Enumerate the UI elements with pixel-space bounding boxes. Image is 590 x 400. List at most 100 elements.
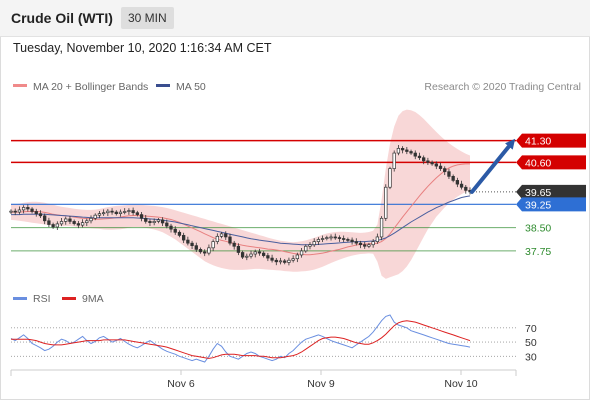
projection-arrow (470, 138, 516, 194)
candle-body (312, 241, 316, 246)
candle-body (392, 152, 396, 169)
x-ticks: Nov 6 Nov 9 Nov 10 (167, 370, 478, 390)
candle-body (198, 249, 203, 253)
candle-body (455, 180, 460, 185)
candle-body (253, 251, 257, 255)
candle-body (26, 207, 30, 210)
candle-body (304, 245, 308, 252)
resistance-level-tag (516, 133, 586, 148)
candle-body (182, 235, 186, 241)
candle-body (333, 236, 337, 239)
candle-body (451, 176, 455, 181)
candles (9, 145, 472, 266)
candle-body (228, 236, 232, 244)
candle-body (434, 163, 438, 167)
ma20-line (11, 163, 470, 256)
candle-body (270, 257, 274, 261)
candle-body (464, 186, 468, 191)
candle-body (13, 210, 17, 213)
ma50-legend-label: MA 50 (176, 81, 206, 93)
candle-body (106, 210, 110, 214)
pivot-level-tag (516, 197, 586, 212)
candle-body (165, 222, 169, 227)
candle-body (148, 221, 152, 224)
candle-body (127, 210, 131, 212)
candle-body (17, 209, 22, 213)
candle-body (266, 255, 270, 259)
current-level-label: 39.65 (525, 187, 551, 199)
candle-body (316, 239, 321, 242)
candle-body (447, 171, 451, 177)
instrument-title: Crude Oil (WTI) (11, 10, 113, 26)
resistance-level-tag (516, 155, 586, 170)
candle-body (257, 251, 262, 254)
candle-body (283, 260, 287, 263)
research-credit: Research © 2020 Trading Central (424, 81, 581, 93)
resistance-level-label: 40.60 (525, 157, 551, 169)
x-tick-label: Nov 6 (167, 378, 195, 390)
candle-body (379, 217, 384, 238)
candle-body (93, 214, 97, 219)
candle-body (64, 218, 68, 222)
ma20-legend-swatch (13, 84, 27, 87)
candle-body (80, 222, 85, 226)
candle-body (110, 210, 114, 213)
candle-body (186, 239, 190, 244)
candle-body (51, 224, 55, 228)
candle-body (278, 260, 283, 263)
candle-body (459, 183, 464, 188)
bollinger-band (11, 109, 470, 279)
candle-body (430, 162, 434, 165)
candle-body (295, 254, 299, 260)
candle-body (375, 236, 380, 242)
rsi-legend-label: RSI (33, 293, 51, 305)
candle-body (152, 221, 156, 224)
candle-body (169, 225, 173, 230)
candle-body (325, 237, 329, 239)
chart-header: Crude Oil (WTI) 30 MIN (0, 0, 590, 37)
candle-body (72, 221, 76, 224)
candle-body (299, 250, 304, 256)
candle-body (350, 239, 354, 242)
candle-body (211, 241, 215, 249)
candle-body (43, 215, 47, 222)
timeframe-badge[interactable]: 30 MIN (121, 7, 174, 29)
candle-body (274, 259, 278, 263)
candle-body (245, 255, 249, 258)
candle-body (114, 211, 118, 214)
resistance-level-label: 41.30 (525, 136, 551, 148)
candle-body (30, 208, 34, 212)
candle-body (135, 212, 139, 215)
rsi-tick-label: 30 (525, 351, 537, 363)
candle-body (417, 155, 422, 159)
candle-body (118, 211, 123, 214)
candle-body (194, 245, 198, 250)
candle-body (139, 214, 144, 219)
rsi-ma-legend-label: 9MA (82, 293, 104, 305)
candle-body (367, 244, 371, 247)
candle-body (308, 244, 312, 247)
pivot-level-label: 39.25 (525, 199, 551, 211)
candle-body (337, 237, 342, 239)
candle-body (405, 149, 409, 152)
candle-body (97, 213, 102, 216)
candle-body (422, 157, 426, 162)
candle-body (47, 220, 51, 225)
candle-body (329, 236, 333, 239)
ma50-line (11, 195, 471, 246)
candle-body (89, 217, 93, 222)
candle-body (232, 242, 236, 247)
x-axis: Nov 6 Nov 9 Nov 10 (10, 369, 517, 390)
rsi-panel: 70 50 30 (10, 314, 537, 363)
candle-body (59, 221, 64, 225)
candle-body (426, 160, 430, 163)
candle-body (21, 207, 26, 211)
chart-legend: MA 20 + Bollinger Bands MA 50 Research ©… (13, 81, 581, 93)
candle-body (173, 228, 177, 233)
candle-body (190, 242, 194, 246)
support-level-label: 37.75 (525, 246, 551, 258)
candle-body (215, 235, 219, 242)
rsi-ma-legend-swatch (62, 297, 76, 300)
current-level-tag (516, 184, 586, 199)
